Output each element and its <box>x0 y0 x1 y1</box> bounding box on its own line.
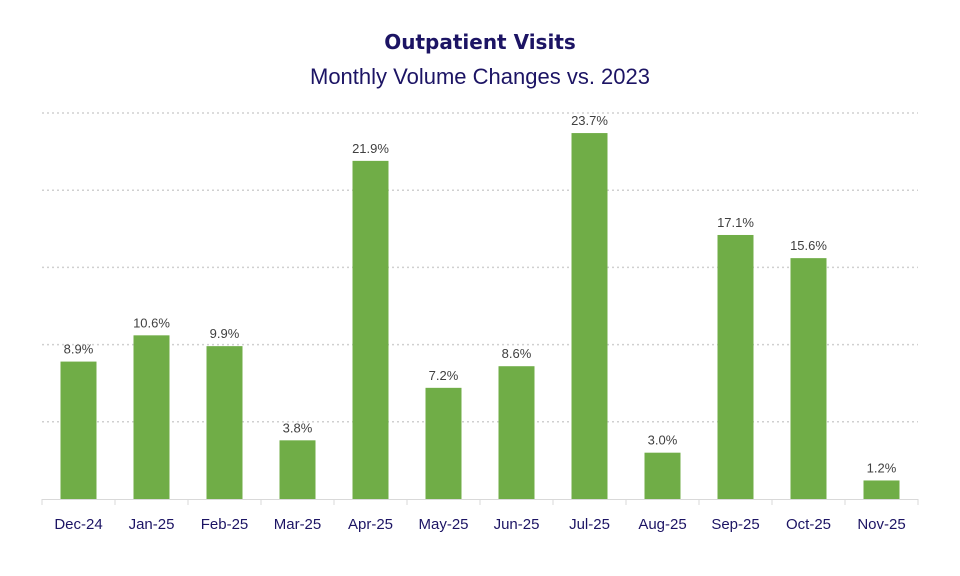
x-tick-label: Jan-25 <box>129 516 175 533</box>
bars: 8.9% 10.6% 9.9% 3.8% 21.9% 7.2% 8.6% 23.7% 3.0% 1… <box>60 113 900 499</box>
data-label: 1.2% <box>867 460 897 475</box>
data-label: 15.6% <box>790 238 827 253</box>
bar <box>717 234 754 499</box>
bar <box>498 366 535 499</box>
chart-subtitle: Monthly Volume Changes vs. 2023 <box>310 64 650 89</box>
bar <box>571 133 608 499</box>
bar <box>279 440 316 499</box>
x-tick-label: Nov-25 <box>857 516 905 533</box>
bar <box>133 335 170 499</box>
x-axis: Dec-24 Jan-25 Feb-25 Mar-25 Apr-25 May-25 Jun-… <box>41 499 919 533</box>
x-tick-label: Aug-25 <box>638 516 686 533</box>
data-label: 10.6% <box>133 315 170 330</box>
bar <box>644 452 681 499</box>
data-label: 23.7% <box>571 113 608 128</box>
bar <box>425 387 462 499</box>
bar <box>60 361 97 499</box>
chart-title: Outpatient Visits <box>384 30 576 54</box>
data-label: 7.2% <box>429 368 459 383</box>
bar <box>206 346 243 499</box>
bar <box>863 480 900 499</box>
x-tick-label: Jun-25 <box>494 516 540 533</box>
x-tick-label: Feb-25 <box>201 516 249 533</box>
bar <box>790 258 827 499</box>
x-tick-label: Oct-25 <box>786 516 831 533</box>
data-label: 8.9% <box>64 342 94 357</box>
x-tick-label: May-25 <box>418 516 468 533</box>
data-label: 8.6% <box>502 346 532 361</box>
data-label: 17.1% <box>717 215 754 230</box>
x-tick-label: Jul-25 <box>569 516 610 533</box>
x-tick-label: Dec-24 <box>54 516 102 533</box>
x-tick-label: Apr-25 <box>348 516 393 533</box>
data-label: 9.9% <box>210 326 240 341</box>
data-label: 21.9% <box>352 141 389 156</box>
data-label: 3.0% <box>648 433 678 448</box>
x-tick-label: Mar-25 <box>274 516 322 533</box>
x-tick-label: Sep-25 <box>711 516 759 533</box>
bar <box>352 160 389 499</box>
gridlines <box>42 112 918 423</box>
data-label: 3.8% <box>283 420 313 435</box>
